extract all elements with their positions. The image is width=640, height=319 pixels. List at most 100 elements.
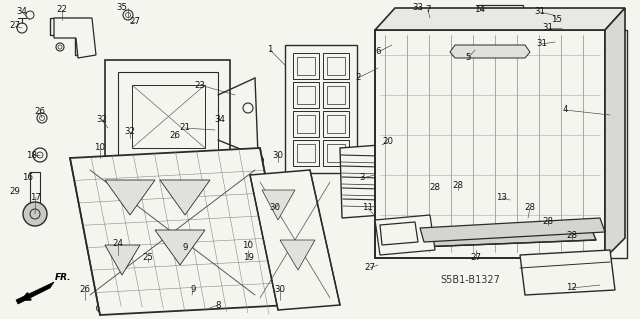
Text: S5B1-B1327: S5B1-B1327 [440, 275, 500, 285]
Text: 27: 27 [470, 254, 481, 263]
Bar [297, 115, 315, 133]
Text: 34: 34 [17, 8, 28, 17]
Text: 34: 34 [214, 115, 225, 124]
Bar [555, 42, 577, 54]
Text: 33: 33 [413, 4, 424, 12]
Text: 13: 13 [497, 194, 508, 203]
Text: 9: 9 [190, 286, 196, 294]
Text: 10: 10 [243, 241, 253, 249]
Text: 28: 28 [543, 218, 554, 226]
Polygon shape [420, 218, 605, 242]
Text: 27: 27 [365, 263, 376, 272]
Text: 28: 28 [429, 183, 440, 192]
Text: 27: 27 [10, 21, 20, 31]
Bar [297, 144, 315, 162]
Text: 28: 28 [525, 204, 536, 212]
Text: 21: 21 [179, 123, 191, 132]
Bar [293, 53, 319, 79]
Polygon shape [160, 180, 210, 215]
Text: 30: 30 [269, 204, 280, 212]
Text: 12: 12 [566, 284, 577, 293]
Text: 25: 25 [143, 254, 154, 263]
Text: 30: 30 [273, 151, 284, 160]
Bar [285, 45, 357, 173]
Text: 14: 14 [474, 5, 486, 14]
Polygon shape [105, 245, 140, 275]
Text: 3: 3 [359, 174, 365, 182]
Polygon shape [375, 8, 625, 30]
Text: 32: 32 [97, 115, 108, 124]
Bar [293, 140, 319, 166]
Text: 6: 6 [375, 48, 381, 56]
Bar [390, 35, 540, 57]
Bar [553, 15, 575, 27]
Text: 17: 17 [31, 192, 42, 202]
Polygon shape [380, 222, 418, 245]
Bar [323, 82, 349, 108]
Bar [327, 144, 345, 162]
Circle shape [23, 202, 47, 226]
Polygon shape [16, 282, 54, 304]
Polygon shape [54, 18, 96, 58]
Text: 24: 24 [113, 239, 124, 248]
Bar [323, 53, 349, 79]
Bar [323, 140, 349, 166]
Bar [293, 111, 319, 137]
Polygon shape [375, 215, 435, 255]
Polygon shape [280, 240, 315, 270]
Polygon shape [250, 170, 340, 310]
Bar [108, 295, 156, 305]
Bar [297, 86, 315, 104]
Polygon shape [450, 45, 530, 58]
Text: 10: 10 [95, 144, 106, 152]
Text: 31: 31 [536, 40, 547, 48]
Text: 1: 1 [268, 46, 273, 55]
Text: 5: 5 [465, 54, 471, 63]
Bar [30, 172, 40, 220]
Bar [323, 111, 349, 137]
Text: 2: 2 [355, 73, 361, 83]
Bar [478, 5, 523, 33]
Bar [562, 28, 584, 40]
Text: 31: 31 [534, 8, 545, 17]
Text: 35: 35 [116, 4, 127, 12]
Text: 9: 9 [182, 243, 188, 253]
Text: 16: 16 [22, 174, 33, 182]
Text: 27: 27 [129, 18, 141, 26]
Text: 30: 30 [275, 286, 285, 294]
Polygon shape [520, 250, 615, 295]
Text: 15: 15 [552, 16, 563, 25]
Bar [390, 35, 550, 45]
Text: 23: 23 [195, 80, 205, 90]
Text: 26: 26 [35, 108, 45, 116]
Text: 22: 22 [56, 5, 67, 14]
Polygon shape [340, 142, 422, 218]
Text: 26: 26 [79, 286, 90, 294]
Polygon shape [50, 18, 90, 55]
Circle shape [33, 148, 47, 162]
Text: 29: 29 [10, 188, 20, 197]
Text: 4: 4 [563, 106, 568, 115]
Bar [327, 86, 345, 104]
Text: 7: 7 [425, 5, 431, 14]
Text: 18: 18 [26, 151, 38, 160]
Bar [293, 82, 319, 108]
Polygon shape [262, 190, 295, 220]
Bar [297, 57, 315, 75]
Polygon shape [105, 60, 230, 168]
Bar [145, 300, 205, 308]
Text: 20: 20 [383, 137, 394, 146]
Text: 19: 19 [243, 254, 253, 263]
Text: 8: 8 [215, 300, 221, 309]
Text: 28: 28 [452, 181, 463, 189]
Bar [605, 30, 627, 258]
Text: 26: 26 [170, 130, 180, 139]
Text: FR.: FR. [55, 273, 72, 282]
Polygon shape [105, 180, 155, 215]
Polygon shape [375, 30, 605, 258]
Bar [327, 115, 345, 133]
Text: 28: 28 [566, 231, 577, 240]
Text: 31: 31 [543, 24, 554, 33]
Polygon shape [70, 148, 290, 315]
Text: 11: 11 [362, 204, 374, 212]
